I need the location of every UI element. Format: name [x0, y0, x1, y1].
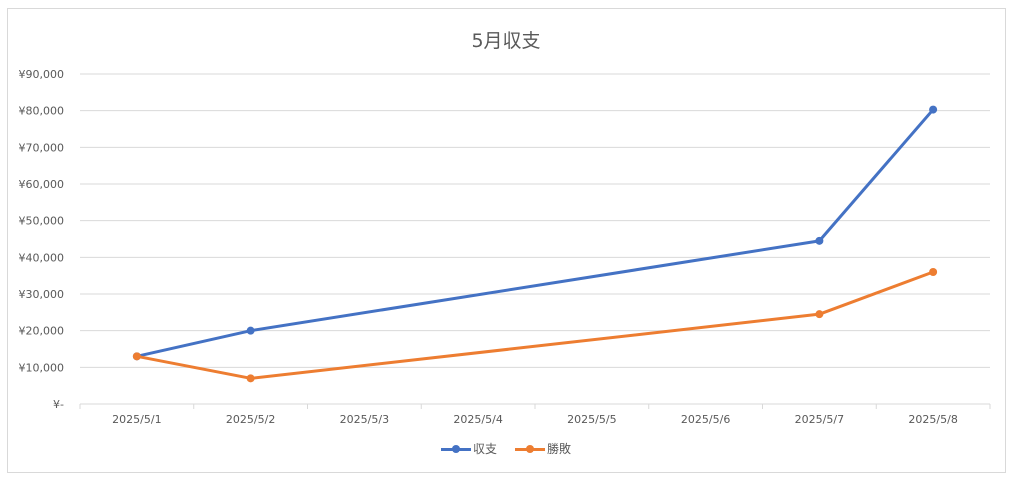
y-tick-label: ¥60,000	[19, 178, 65, 191]
x-tick-label: 2025/5/5	[567, 413, 616, 426]
series-point-1	[132, 352, 141, 361]
x-tick-label: 2025/5/7	[795, 413, 844, 426]
y-tick-label: ¥20,000	[19, 325, 65, 338]
chart-title: 5月収支	[471, 30, 541, 52]
legend-item-income: 収支	[440, 440, 497, 457]
x-tick-label: 2025/5/6	[681, 413, 730, 426]
y-tick-label: ¥90,000	[19, 68, 65, 81]
series-point-0	[246, 326, 255, 335]
series-line-1	[136, 270, 934, 380]
y-tick-label: ¥70,000	[19, 141, 65, 154]
chart-frame	[7, 8, 1006, 473]
series-point-1	[246, 374, 255, 383]
series-point-1	[929, 268, 938, 276]
y-tick-label: ¥30,000	[19, 288, 65, 301]
x-tick-label: 2025/5/4	[453, 413, 502, 426]
legend-label-income: 収支	[472, 442, 497, 456]
x-tick-label: 2025/5/2	[226, 413, 275, 426]
y-tick-label: ¥-	[53, 398, 64, 411]
y-axis-ticks: ¥- ¥10,000 ¥20,000 ¥30,000 ¥40,000 ¥50,000 ¥60…	[19, 68, 65, 411]
series-point-0	[929, 105, 938, 114]
series-point-1	[815, 310, 824, 319]
x-axis-ticks: 2025/5/1 2025/5/2 2025/5/3 2025/5/4 2025/5/5…	[79, 404, 991, 426]
series-point-0	[815, 236, 824, 245]
series-group	[132, 105, 938, 383]
y-tick-label: ¥80,000	[19, 105, 65, 118]
x-tick-label: 2025/5/8	[908, 413, 957, 426]
y-tick-label: ¥10,000	[19, 361, 65, 374]
legend-swatch-income	[440, 443, 471, 455]
legend-item-winloss: 勝敗	[515, 440, 571, 457]
x-tick-label: 2025/5/3	[340, 413, 389, 426]
gridlines	[80, 73, 990, 405]
x-tick-label: 2025/5/1	[112, 413, 161, 426]
legend-swatch-winloss	[515, 443, 545, 455]
y-tick-label: ¥50,000	[19, 215, 65, 228]
series-line-0	[136, 108, 935, 358]
legend-label-winloss: 勝敗	[547, 442, 572, 456]
legend: 収支 勝敗	[0, 440, 1012, 457]
y-tick-label: ¥40,000	[19, 251, 65, 264]
